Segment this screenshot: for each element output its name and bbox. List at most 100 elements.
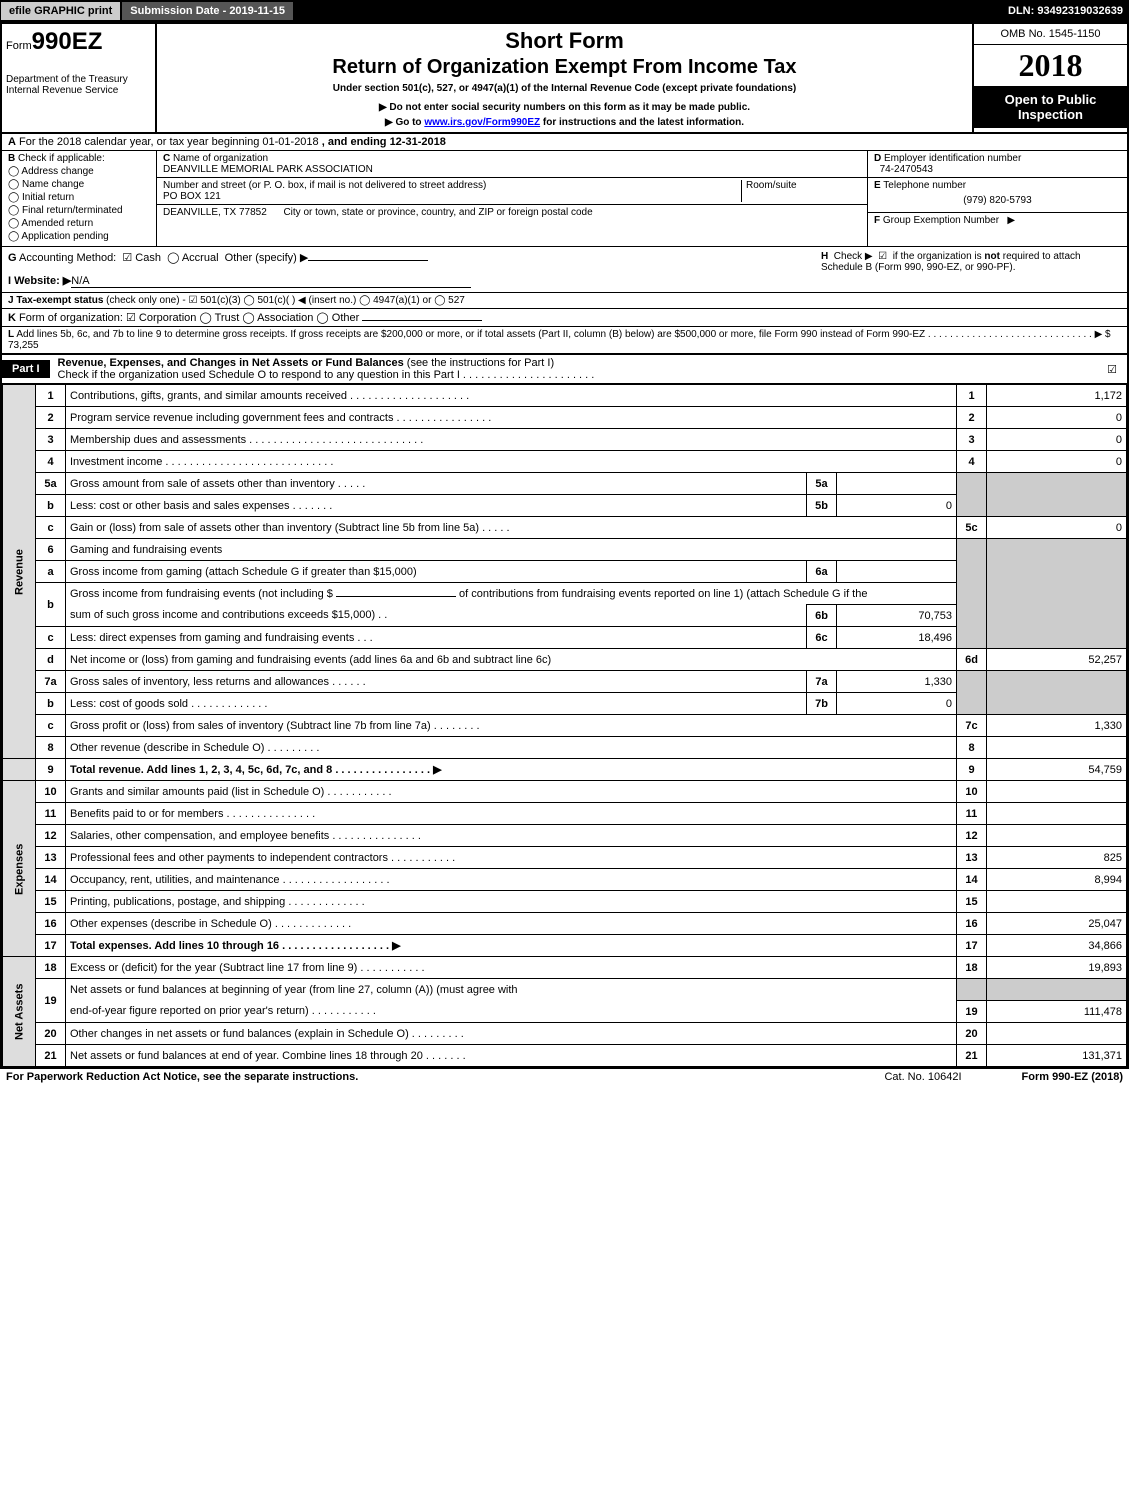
l7c-num: c: [36, 715, 66, 737]
l19-col: 19: [957, 1001, 987, 1023]
l13-amt: 825: [987, 847, 1127, 869]
l7c-col: 7c: [957, 715, 987, 737]
l11-num: 11: [36, 803, 66, 825]
l10-num: 10: [36, 781, 66, 803]
line-9: 9 Total revenue. Add lines 1, 2, 3, 4, 5…: [3, 759, 1127, 781]
g-other[interactable]: Other (specify) ▶: [225, 252, 309, 264]
l5a-sub: 5a: [807, 473, 837, 495]
l6c-sub: 6c: [807, 627, 837, 649]
l5c-num: c: [36, 517, 66, 539]
l16-num: 16: [36, 913, 66, 935]
side-revenue: Revenue: [3, 385, 36, 759]
l17-amt: 34,866: [987, 935, 1127, 957]
part1-label: Part I: [2, 360, 50, 378]
l19-num: 19: [36, 979, 66, 1023]
chk-amended-return[interactable]: ◯ Amended return: [8, 218, 150, 229]
phone-label: Telephone number: [883, 180, 966, 191]
k-other-input[interactable]: [362, 320, 482, 321]
l13-desc: Professional fees and other payments to …: [66, 847, 957, 869]
chk-address-change[interactable]: ◯ Address change: [8, 166, 150, 177]
side-expenses: Expenses: [3, 781, 36, 957]
l6-num: 6: [36, 539, 66, 561]
line-5c: c Gain or (loss) from sale of assets oth…: [3, 517, 1127, 539]
l5b-num: b: [36, 495, 66, 517]
l4-num: 4: [36, 451, 66, 473]
dln-number: DLN: 93492319032639: [1008, 5, 1129, 17]
line-18: Net Assets 18 Excess or (deficit) for th…: [3, 957, 1127, 979]
l6d-num: d: [36, 649, 66, 671]
f-label: F: [874, 215, 880, 226]
l4-amt: 0: [987, 451, 1127, 473]
l8-col: 8: [957, 737, 987, 759]
ein-value: 74-2470543: [880, 164, 933, 175]
l6b-pre: Gross income from fundraising events (no…: [70, 588, 336, 600]
f-arrow: ▶: [1007, 215, 1015, 226]
org-address: PO BOX 121: [163, 191, 221, 202]
l18-desc: Excess or (deficit) for the year (Subtra…: [66, 957, 957, 979]
paperwork-notice: For Paperwork Reduction Act Notice, see …: [6, 1071, 358, 1083]
form-revision: Form 990-EZ (2018): [1022, 1071, 1123, 1083]
part1-title2: (see the instructions for Part I): [407, 357, 554, 369]
l13-col: 13: [957, 847, 987, 869]
b-label: B: [8, 153, 15, 164]
l1-col: 1: [957, 385, 987, 407]
l20-num: 20: [36, 1023, 66, 1045]
l20-col: 20: [957, 1023, 987, 1045]
final-label: Final return/terminated: [22, 205, 123, 216]
line-7c: c Gross profit or (loss) from sales of i…: [3, 715, 1127, 737]
l6b-desc2: sum of such gross income and contributio…: [66, 605, 807, 627]
side-netassets: Net Assets: [3, 957, 36, 1067]
form-header: Form990EZ Department of the Treasury Int…: [2, 24, 1127, 134]
l9-amt: 54,759: [987, 759, 1127, 781]
l6b-input[interactable]: [336, 596, 456, 597]
line-2: 2 Program service revenue including gove…: [3, 407, 1127, 429]
form-number-value: 990EZ: [32, 28, 103, 55]
h-label: H: [821, 251, 828, 262]
efile-print-button[interactable]: efile GRAPHIC print: [0, 1, 121, 21]
l7b-num: b: [36, 693, 66, 715]
group-label: Group Exemption Number: [883, 215, 999, 226]
l19-desc1: Net assets or fund balances at beginning…: [66, 979, 957, 1001]
chk-final-return[interactable]: ◯ Final return/terminated: [8, 205, 150, 216]
section-h: H Check ▶ ☑ if the organization is not r…: [821, 251, 1121, 288]
l3-amt: 0: [987, 429, 1127, 451]
l8-num: 8: [36, 737, 66, 759]
l20-amt: [987, 1023, 1127, 1045]
g-other-input[interactable]: [308, 260, 428, 261]
form-prefix: Form: [6, 40, 32, 52]
l12-num: 12: [36, 825, 66, 847]
part1-check-text: Check if the organization used Schedule …: [58, 369, 595, 381]
l16-col: 16: [957, 913, 987, 935]
irs-link[interactable]: www.irs.gov/Form990EZ: [424, 117, 540, 128]
header-center: Short Form Return of Organization Exempt…: [157, 24, 972, 132]
form-number: Form990EZ: [6, 28, 151, 56]
l18-col: 18: [957, 957, 987, 979]
e-label: E: [874, 180, 881, 191]
line-1: Revenue 1 Contributions, gifts, grants, …: [3, 385, 1127, 407]
chk-initial-return[interactable]: ◯ Initial return: [8, 192, 150, 203]
line-17: 17 Total expenses. Add lines 10 through …: [3, 935, 1127, 957]
pending-label: Application pending: [21, 231, 108, 242]
l5c-col: 5c: [957, 517, 987, 539]
l6c-num: c: [36, 627, 66, 649]
l14-desc: Occupancy, rent, utilities, and maintena…: [66, 869, 957, 891]
l5b-sub: 5b: [807, 495, 837, 517]
side-rev-end: [3, 759, 36, 781]
l21-col: 21: [957, 1045, 987, 1067]
l21-desc: Net assets or fund balances at end of ye…: [66, 1045, 957, 1067]
g-accrual[interactable]: Accrual: [182, 252, 219, 264]
chk-application-pending[interactable]: ◯ Application pending: [8, 231, 150, 242]
section-a: A For the 2018 calendar year, or tax yea…: [2, 134, 1127, 151]
line-20: 20 Other changes in net assets or fund b…: [3, 1023, 1127, 1045]
g-cash[interactable]: Cash: [135, 252, 161, 264]
g-text: Accounting Method:: [19, 252, 116, 264]
l21-amt: 131,371: [987, 1045, 1127, 1067]
chk-name-change[interactable]: ◯ Name change: [8, 179, 150, 190]
l19-grey: [957, 979, 987, 1001]
l-text: Add lines 5b, 6c, and 7b to line 9 to de…: [8, 329, 1111, 351]
l14-num: 14: [36, 869, 66, 891]
a-end: , and ending 12-31-2018: [322, 136, 446, 148]
city-label: City or town, state or province, country…: [283, 207, 592, 218]
l4-col: 4: [957, 451, 987, 473]
part1-checkbox[interactable]: ☑: [1097, 363, 1127, 376]
